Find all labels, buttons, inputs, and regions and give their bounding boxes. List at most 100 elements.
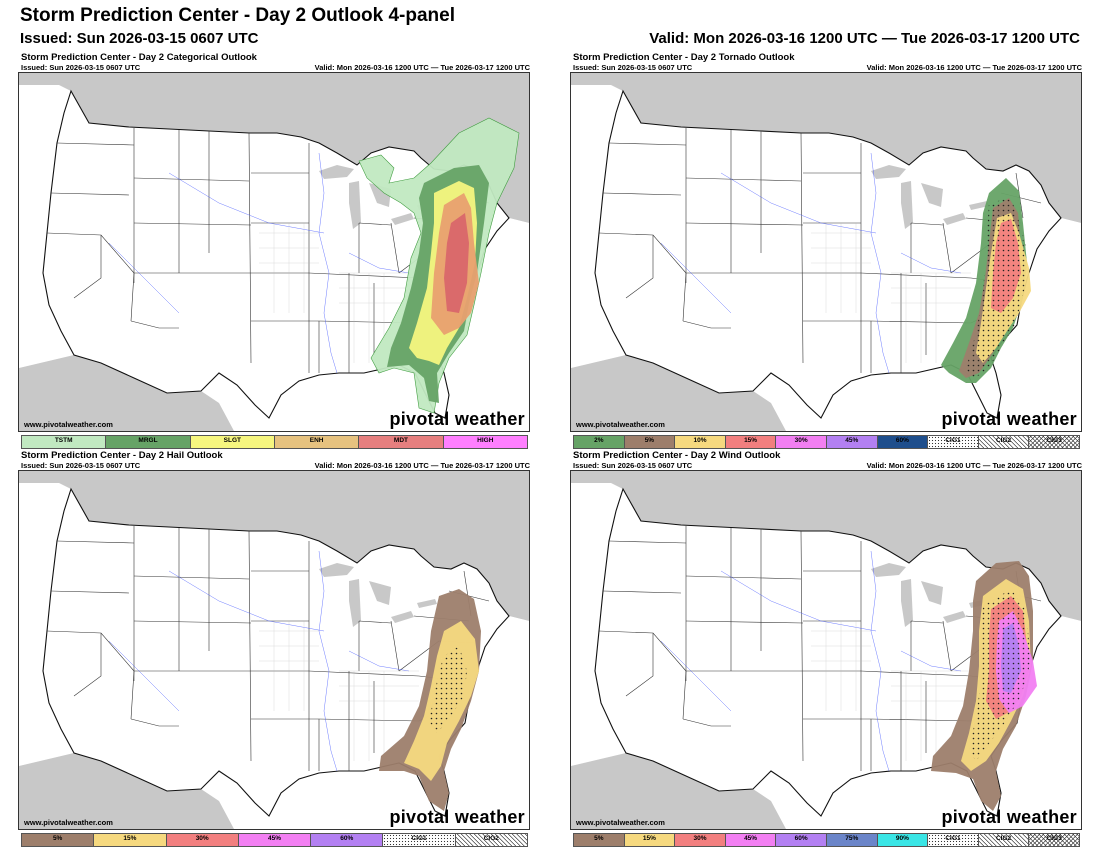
legend-item: MDT [358, 435, 444, 449]
legend-label: 90% [895, 835, 909, 842]
panel-hail: Storm Prediction Center - Day 2 Hail Out… [18, 450, 530, 848]
risk-mdt [444, 213, 469, 313]
legend-label: 60% [895, 437, 909, 444]
legend-item: CIG3 [1028, 435, 1080, 449]
legend: TSTM MRGL SLGT ENH MDT HIGH [21, 435, 528, 449]
legend-label: 5% [52, 835, 63, 842]
legend-label: 5% [644, 437, 655, 444]
panel-title: Storm Prediction Center - Day 2 Categori… [21, 52, 257, 63]
legend-label: 30% [195, 835, 209, 842]
website-label[interactable]: www.pivotalweather.com [24, 818, 113, 827]
legend-label: CIG2 [995, 835, 1012, 842]
brand-logo: pivotal weather [389, 409, 525, 429]
legend-label: CIG2 [483, 835, 499, 842]
legend-item: HIGH [442, 435, 528, 449]
panel-issued: Issued: Sun 2026-03-15 0607 UTC [573, 63, 693, 72]
legend-label: CIG1 [945, 835, 961, 842]
website-label[interactable]: www.pivotalweather.com [576, 818, 665, 827]
legend-item: 15% [724, 435, 777, 449]
legend-item: 30% [775, 435, 827, 449]
map-svg [571, 73, 1081, 431]
panel-title: Storm Prediction Center - Day 2 Tornado … [573, 52, 795, 63]
panel-valid: Valid: Mon 2026-03-16 1200 UTC — Tue 202… [866, 461, 1082, 470]
legend-label: 45% [267, 835, 281, 842]
legend-label: CIG1 [945, 437, 961, 444]
legend-label: HIGH [477, 437, 494, 444]
legend-label: CIG3 [1046, 835, 1062, 842]
legend-item: 75% [825, 833, 878, 847]
website-label[interactable]: www.pivotalweather.com [24, 420, 113, 429]
legend-item: CIG1 [382, 833, 456, 847]
map-svg [19, 471, 529, 829]
legend-item: 60% [876, 435, 929, 449]
legend-label: MRGL [138, 437, 158, 444]
website-label[interactable]: www.pivotalweather.com [576, 420, 665, 429]
brand-logo: pivotal weather [941, 409, 1077, 429]
legend-item: TSTM [21, 435, 107, 449]
legend-label: CIG1 [411, 835, 427, 842]
legend-item: CIG2 [977, 833, 1030, 847]
legend-item: MRGL [105, 435, 191, 449]
legend-label: 60% [794, 835, 808, 842]
map-svg [19, 73, 529, 431]
legend-label: 75% [845, 835, 859, 842]
legend-label: 2% [594, 437, 604, 444]
legend-item: 60% [775, 833, 827, 847]
panel-title: Storm Prediction Center - Day 2 Hail Out… [21, 450, 223, 461]
map[interactable]: www.pivotalweather.com pivotal weather [570, 470, 1082, 830]
legend-label: MDT [393, 437, 409, 444]
hatch-sig-hail [429, 646, 467, 733]
legend-label: 15% [642, 835, 656, 842]
page-issued: Issued: Sun 2026-03-15 0607 UTC [20, 30, 259, 47]
legend-item: 15% [623, 833, 676, 847]
legend-label: 30% [794, 437, 808, 444]
panel-valid: Valid: Mon 2026-03-16 1200 UTC — Tue 202… [866, 63, 1082, 72]
panel-categorical: Storm Prediction Center - Day 2 Categori… [18, 52, 530, 450]
panel-valid: Valid: Mon 2026-03-16 1200 UTC — Tue 202… [314, 461, 530, 470]
map[interactable]: www.pivotalweather.com pivotal weather [570, 72, 1082, 432]
hatch-sig-tornado [966, 198, 1026, 378]
legend-label: 60% [340, 835, 354, 842]
legend-label: TSTM [54, 437, 73, 444]
legend-label: ENH [309, 437, 324, 444]
legend-item: 30% [165, 833, 239, 847]
legend-item: CIG2 [454, 833, 528, 847]
legend-item: 45% [825, 435, 878, 449]
legend-label: 10% [693, 437, 707, 444]
legend-item: 2% [573, 435, 625, 449]
panel-tornado: Storm Prediction Center - Day 2 Tornado … [570, 52, 1082, 450]
legend-item: CIG1 [927, 435, 979, 449]
legend-label: CIG2 [995, 437, 1012, 444]
panel-wind: Storm Prediction Center - Day 2 Wind Out… [570, 450, 1082, 848]
legend-item: CIG2 [977, 435, 1030, 449]
legend-item: 45% [724, 833, 777, 847]
legend-item: 60% [310, 833, 384, 847]
map[interactable]: www.pivotalweather.com pivotal weather [18, 72, 530, 432]
map[interactable]: www.pivotalweather.com pivotal weather [18, 470, 530, 830]
legend: 2% 5% 10% 15% 30% 45% 60% CIG1 CIG2 CIG3 [573, 435, 1080, 449]
legend-item: 5% [573, 833, 625, 847]
legend-label: CIG3 [1046, 437, 1062, 444]
panel-issued: Issued: Sun 2026-03-15 0607 UTC [21, 461, 141, 470]
panel-issued: Issued: Sun 2026-03-15 0607 UTC [573, 461, 693, 470]
legend-item: 5% [623, 435, 676, 449]
legend-item: ENH [273, 435, 360, 449]
legend: 5% 15% 30% 45% 60% 75% 90% CIG1 CIG2 CIG3 [573, 833, 1080, 847]
panel-issued: Issued: Sun 2026-03-15 0607 UTC [21, 63, 141, 72]
brand-logo: pivotal weather [941, 807, 1077, 827]
hatch-sig-wind [969, 589, 1031, 761]
legend: 5% 15% 30% 45% 60% CIG1 CIG2 [21, 833, 528, 847]
legend-label: 45% [845, 437, 859, 444]
legend-item: 30% [674, 833, 726, 847]
legend-item: CIG3 [1028, 833, 1080, 847]
page-title: Storm Prediction Center - Day 2 Outlook … [20, 5, 455, 26]
legend-item: 90% [876, 833, 929, 847]
legend-label: 45% [744, 835, 758, 842]
legend-label: 15% [123, 835, 137, 842]
panel-valid: Valid: Mon 2026-03-16 1200 UTC — Tue 202… [314, 63, 530, 72]
panel-title: Storm Prediction Center - Day 2 Wind Out… [573, 450, 781, 461]
legend-item: 45% [237, 833, 312, 847]
legend-item: 15% [93, 833, 167, 847]
brand-logo: pivotal weather [389, 807, 525, 827]
legend-item: CIG1 [927, 833, 979, 847]
